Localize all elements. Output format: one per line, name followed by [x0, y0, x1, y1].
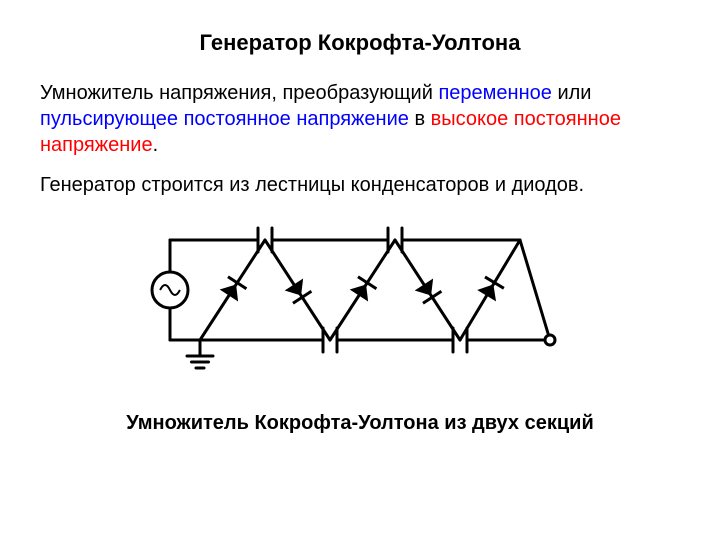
- diagram-caption: Умножитель Кокрофта-Уолтона из двух секц…: [40, 412, 680, 435]
- paragraph-description: Умножитель напряжения, преобразующий пер…: [40, 80, 680, 158]
- p1-blue2: пульсирующее постоянное напряжение: [40, 108, 409, 130]
- paragraph-construction: Генератор строится из лестницы конденсат…: [40, 172, 680, 198]
- circuit-diagram-wrap: [40, 220, 680, 390]
- p1-t1: Умножитель напряжения, преобразующий: [40, 82, 438, 104]
- p1-blue1: переменное: [438, 82, 551, 104]
- p1-t4: .: [153, 134, 159, 156]
- p1-t3: в: [409, 108, 431, 130]
- circuit-diagram: [140, 220, 580, 390]
- page-title: Генератор Кокрофта-Уолтона: [40, 30, 680, 56]
- p1-t2: или: [552, 82, 592, 104]
